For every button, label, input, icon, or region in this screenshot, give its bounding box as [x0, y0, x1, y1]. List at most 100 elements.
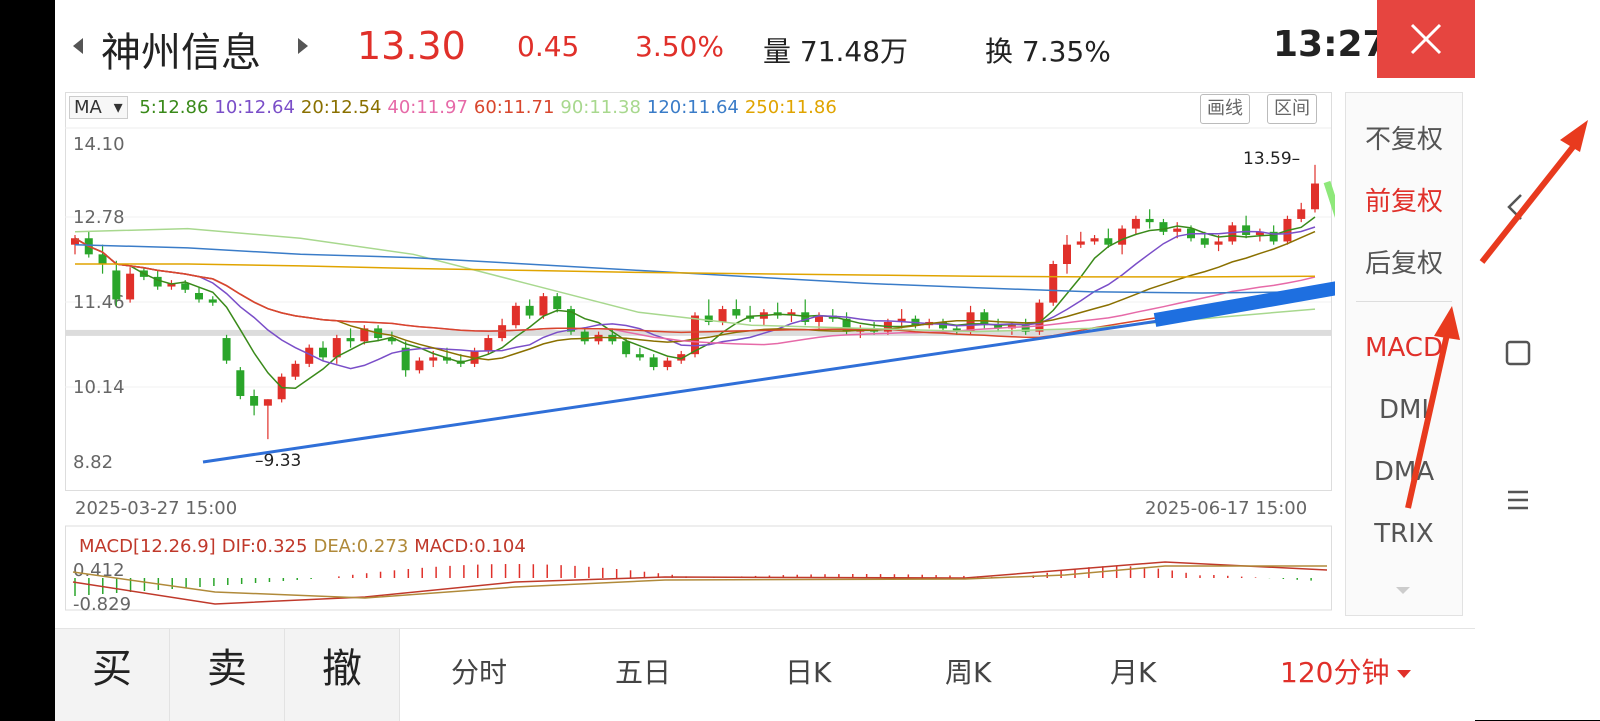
- more-indicators-icon[interactable]: [1396, 587, 1410, 594]
- indicator-dmi[interactable]: DMI: [1378, 395, 1430, 425]
- candle-body: [360, 328, 369, 342]
- candle-body: [429, 357, 438, 361]
- stock-app: 神州信息 13.30 0.45 3.50% 量 71.48万 换 7.35% 1…: [55, 0, 1545, 721]
- close-icon: [1410, 23, 1442, 55]
- ma-line-90: [74, 227, 1316, 333]
- candle-body: [1118, 228, 1127, 245]
- candle-body: [1049, 264, 1058, 303]
- candle-body: [1255, 231, 1264, 236]
- ma-line: [74, 237, 1316, 338]
- candle-body: [126, 273, 135, 300]
- candle-body: [1063, 244, 1071, 265]
- tab-monthly-k[interactable]: 月K: [1110, 656, 1157, 689]
- home-icon[interactable]: [1505, 340, 1531, 366]
- trendline-thin: [202, 318, 1166, 464]
- adjust-forward[interactable]: 前复权: [1364, 187, 1443, 217]
- tab-five-day[interactable]: 五日: [615, 656, 672, 689]
- candle-body: [718, 309, 727, 322]
- candle-body: [691, 315, 699, 355]
- candle-body: [746, 315, 755, 319]
- range-button[interactable]: 区间: [1267, 94, 1317, 124]
- candle-body: [208, 299, 217, 303]
- stock-name: 神州信息: [101, 30, 261, 76]
- candle-body: [842, 318, 851, 332]
- tab-daily-k[interactable]: 日K: [785, 656, 832, 689]
- tab-120min[interactable]: 120分钟: [1280, 651, 1412, 691]
- next-stock-icon[interactable]: [298, 38, 308, 54]
- adjust-none[interactable]: 不复权: [1364, 125, 1443, 155]
- prev-stock-icon[interactable]: [73, 38, 83, 54]
- ma-legend-item: 10:12.64: [214, 97, 295, 118]
- candle-body: [222, 338, 231, 361]
- candle-body: [1242, 225, 1251, 236]
- high-price-label: 13.59–: [1243, 149, 1300, 169]
- ma-legend-item: 90:11.38: [560, 97, 641, 118]
- indicator-macd[interactable]: MACD: [1365, 333, 1443, 363]
- candle-body: [112, 270, 121, 300]
- candle-body: [801, 312, 810, 322]
- candle-body: [1311, 183, 1319, 210]
- turnover: 换 7.35%: [985, 35, 1111, 68]
- ma-legend-item: 40:11.97: [387, 97, 468, 118]
- cancel-order-button[interactable]: 撤: [285, 629, 400, 721]
- candle-body: [732, 309, 741, 316]
- red-arrow-lower: [1405, 329, 1451, 509]
- candle-body: [346, 338, 355, 342]
- candle-body: [1076, 241, 1085, 245]
- macd-top-tick: 0.412: [73, 560, 125, 581]
- candle-body: [1131, 218, 1140, 229]
- end-date-label: 2025-06-17 15:00: [1145, 498, 1307, 519]
- y-tick-label: 10.14: [73, 377, 125, 398]
- menu-icon[interactable]: [1505, 488, 1531, 512]
- candle-body: [511, 305, 520, 326]
- candle-body: [677, 354, 686, 361]
- candle-body: [635, 354, 644, 358]
- clock-time: 13:27: [1273, 24, 1388, 65]
- macd-legend-item: DIF:0.325: [222, 536, 308, 557]
- candle-body: [787, 312, 796, 316]
- candle-body: [195, 292, 203, 300]
- low-price-label: –9.33: [255, 451, 301, 471]
- tab-intraday[interactable]: 分时: [451, 656, 508, 689]
- candle-body: [994, 325, 1003, 329]
- macd-frame: [65, 525, 1332, 611]
- candle-body: [263, 399, 272, 406]
- candle-body: [815, 315, 823, 322]
- ma-legend-item: 250:11.86: [744, 97, 837, 118]
- candle-body: [1021, 325, 1030, 332]
- candle-body: [484, 338, 493, 351]
- candle-body: [167, 283, 176, 287]
- y-tick-label: 12.78: [73, 207, 125, 228]
- price-change-pct: 3.50%: [635, 30, 724, 63]
- price-change: 0.45: [517, 30, 580, 63]
- ma-line-250: [75, 263, 1316, 278]
- quote-header: 神州信息 13.30 0.45 3.50% 量 71.48万 换 7.35% 1…: [55, 0, 1475, 90]
- ma-line: [74, 226, 1316, 370]
- ma-selector[interactable]: MA ▾: [69, 96, 128, 119]
- candle-body: [1145, 218, 1154, 223]
- draw-line-button[interactable]: 画线: [1200, 94, 1250, 124]
- side-divider: [1356, 301, 1452, 302]
- indicator-dma[interactable]: DMA: [1373, 457, 1435, 487]
- tab-weekly-k[interactable]: 周K: [945, 656, 992, 689]
- candle-body: [250, 396, 259, 406]
- candle-body: [332, 338, 341, 358]
- candle-body: [649, 357, 658, 368]
- candle-body: [236, 370, 245, 397]
- sell-button[interactable]: 卖: [170, 629, 285, 721]
- candle-body: [1297, 209, 1306, 219]
- candle-body: [952, 328, 961, 332]
- macd-legend-item: MACD[12.26.9]: [79, 536, 216, 557]
- candle-body: [1159, 222, 1168, 232]
- adjust-backward[interactable]: 后复权: [1364, 249, 1443, 279]
- indicator-trix[interactable]: TRIX: [1374, 519, 1434, 549]
- candle-body: [1214, 241, 1223, 245]
- macd-legend-item: DEA:0.273: [313, 536, 408, 557]
- candle-body: [387, 338, 396, 342]
- close-button[interactable]: [1377, 0, 1475, 78]
- period-dropdown-icon: [1397, 670, 1412, 678]
- red-arrow-lower-head: [1434, 306, 1460, 340]
- bottom-toolbar: 买 卖 撤 分时 五日 日K 周K 月K 120分钟: [55, 628, 1475, 721]
- buy-button[interactable]: 买: [55, 629, 170, 721]
